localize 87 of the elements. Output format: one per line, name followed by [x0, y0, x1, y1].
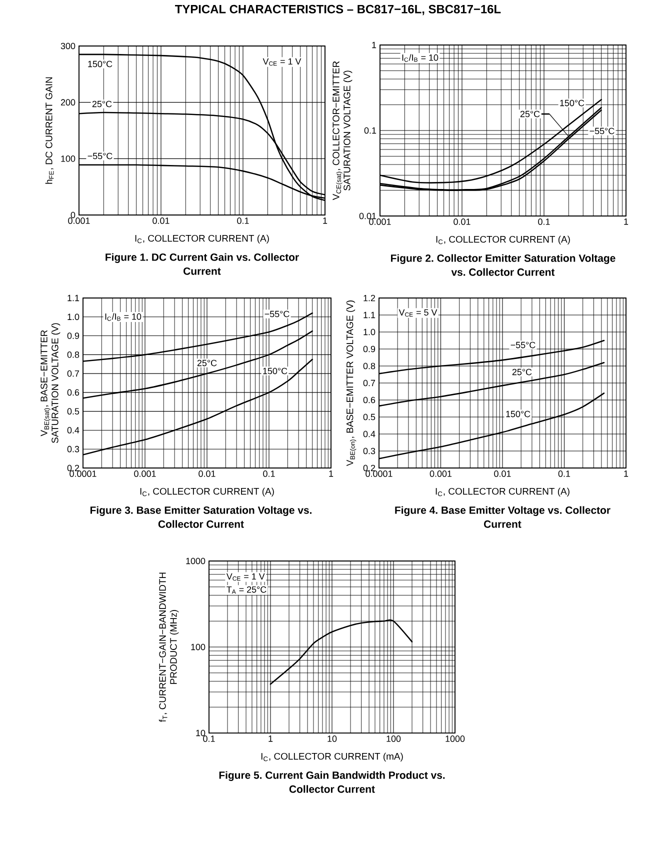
legend-label: 25°C	[520, 110, 540, 118]
x-tick-label: 1	[329, 470, 334, 477]
text: Figure 1. DC Current Gain vs. Collector Current	[106, 253, 299, 275]
y-tick-label: 0.4	[363, 430, 376, 438]
y-tick-label: 0.7	[363, 380, 376, 386]
series-label: −55°C	[88, 152, 112, 160]
y-tick-label: 1000	[186, 558, 206, 564]
y-tick-label: 0	[70, 212, 76, 218]
y-tick-label: 0.3	[67, 446, 80, 452]
x-tick-label: 0.1	[237, 218, 249, 224]
y-axis-title: h$_{FE}$, DC CURRENT GAIN	[45, 77, 54, 184]
y-tick-label: 0.2	[67, 464, 80, 472]
series-label: −55°C	[590, 128, 614, 134]
y-tick-label: 100	[61, 155, 76, 162]
series-label: 150°C	[560, 100, 584, 106]
annotation: V$_{CE}$ = 1 V	[262, 58, 302, 66]
annotation: V$_{CE}$ = 1 V	[226, 573, 265, 581]
y-tick-label: 0.9	[67, 332, 80, 339]
x-axis-title: I$_{C}$, COLLECTOR CURRENT (A)	[135, 234, 269, 244]
series-label: 25°C	[92, 100, 112, 108]
y-tick-label: 100	[191, 644, 206, 650]
x-tick-label: 0.1	[558, 470, 570, 477]
y-tick-label: 0.5	[67, 408, 80, 415]
x-tick-label: 1	[624, 218, 628, 225]
y-tick-label: 0.3	[363, 448, 376, 454]
y-tick-label: 0.8	[67, 351, 80, 358]
y-tick-label: 1.1	[68, 294, 80, 302]
x-tick-label: 0.01	[454, 218, 470, 225]
y-tick-label: 0.9	[363, 346, 376, 352]
x-tick-label: 0.1	[263, 470, 275, 477]
x-tick-label: 1000	[446, 736, 465, 742]
y-tick-label: 0.6	[67, 389, 80, 396]
annotation: T$_{A}$ = 25°C	[226, 586, 266, 594]
y-tick-label: 1.0	[364, 328, 376, 336]
series-label: 150°C	[263, 368, 288, 374]
x-tick-label: 0.001	[134, 470, 156, 477]
y-tick-label: 0.8	[363, 362, 376, 370]
x-axis-title: I$_{C}$, COLLECTOR CURRENT (A)	[436, 236, 570, 245]
y-tick-label: 0.4	[67, 427, 80, 434]
x-tick-label: 1	[323, 218, 328, 224]
x-tick-label: 100	[386, 736, 401, 742]
text: TYPICAL CHARACTERISTICS – BC817−16L, SBC817−16L	[175, 4, 501, 16]
y-tick-label: 0.5	[363, 414, 376, 420]
x-tick-label: 0.001	[430, 470, 452, 477]
series-label: 25°C	[512, 368, 532, 376]
text: Figure 5. Current Gain Bandwidth Product vs. Collector Current	[219, 771, 445, 793]
y-axis-title: f$_{T}$, CURRENT−GAIN−BANDWIDTH PRODUCT (MHz)	[158, 572, 179, 722]
series-label: 150°C	[506, 410, 530, 418]
x-tick-label: 1	[624, 470, 628, 477]
text: Figure 2. Collector Emitter Saturation Voltage vs. Collector Current	[391, 254, 616, 276]
y-axis-title: V$_{CE(sat)}$, COLLECTOR−EMITTER SATURATION VOLTAGE (V)	[332, 61, 352, 200]
x-axis-title: I$_{C}$, COLLECTOR CURRENT (A)	[140, 488, 274, 497]
series-label: −55°C	[510, 342, 536, 348]
x-axis-title: I$_{C}$, COLLECTOR CURRENT (A)	[436, 488, 570, 497]
series-label: −55°C	[264, 310, 290, 318]
x-tick-label: 0.1	[203, 736, 215, 742]
x-tick-label: 10	[328, 736, 337, 742]
y-tick-label: 300	[60, 42, 76, 50]
series-label: 25°C	[197, 360, 217, 366]
x-tick-label: 0.0001	[366, 470, 392, 477]
text: Figure 4. Base Emitter Voltage vs. Collector Current	[395, 506, 610, 528]
y-axis-title: V$_{BE(on)}$, BASE−EMITTER VOLTAGE (V)	[346, 300, 356, 466]
y-tick-label: 0.2	[363, 464, 376, 472]
x-tick-label: 0.001	[369, 218, 391, 225]
x-tick-label: 0.1	[538, 218, 550, 225]
y-tick-label: 1.1	[364, 312, 376, 318]
x-tick-label: 0.01	[152, 218, 170, 224]
y-tick-label: 0.1	[364, 127, 376, 134]
x-axis-title: I$_{C}$, COLLECTOR CURRENT (mA)	[261, 752, 403, 762]
x-tick-label: 0.01	[198, 470, 216, 477]
text: Figure 3. Base Emitter Saturation Voltage vs. Collector Current	[90, 506, 312, 528]
x-tick-label: 1	[268, 736, 273, 742]
y-tick-label: 200	[60, 99, 76, 106]
annotation: I$_{C}$/I$_{B}$ = 10	[105, 313, 142, 321]
y-tick-label: 1.0	[68, 314, 80, 320]
y-tick-label: 0.01	[359, 212, 376, 220]
y-tick-label: 1	[372, 42, 376, 48]
x-tick-label: 0.01	[494, 470, 511, 477]
y-tick-label: 10	[196, 730, 206, 736]
y-tick-label: 0.7	[67, 370, 80, 377]
x-tick-label: 0.001	[68, 218, 90, 224]
series-label: 150°C	[88, 60, 112, 68]
x-tick-label: 0.0001	[70, 470, 96, 477]
y-tick-label: 0.6	[363, 396, 376, 404]
annotation: V$_{CE}$ = 5 V	[398, 309, 438, 317]
y-tick-label: 1.2	[364, 294, 376, 302]
annotation: I$_{C}$/I$_{B}$ = 10	[402, 54, 438, 62]
